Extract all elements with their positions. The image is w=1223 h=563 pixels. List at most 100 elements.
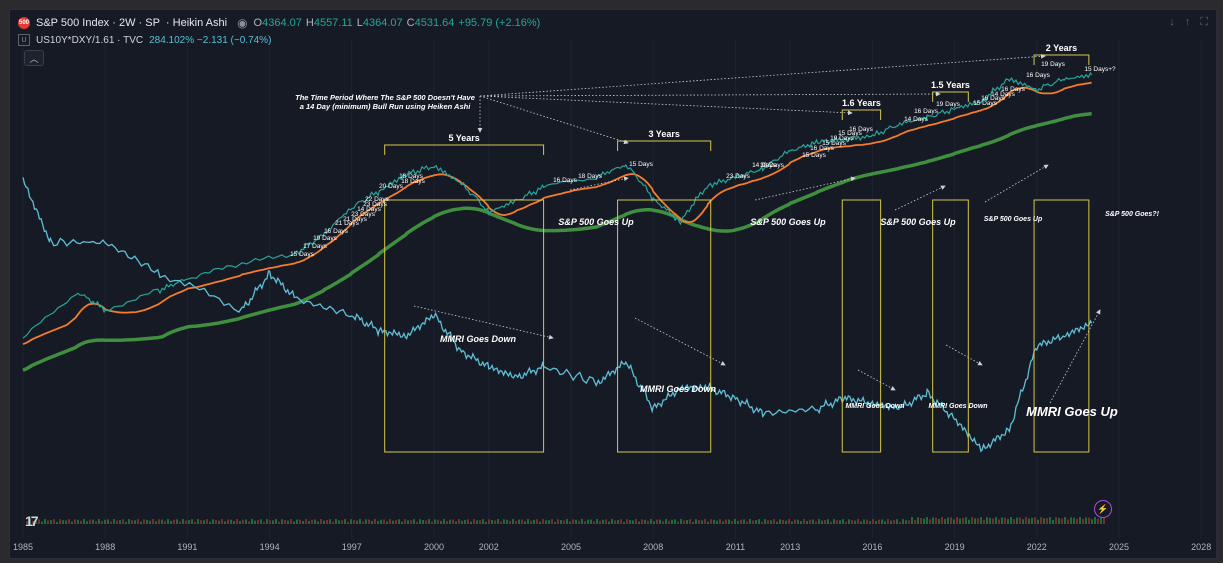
volume-bar [944, 519, 946, 524]
volume-bar [401, 521, 403, 524]
volume-bar [1016, 517, 1018, 524]
volume-bar [764, 519, 766, 524]
mmri-trend-arrow [1049, 309, 1101, 404]
indicator-title[interactable]: US10Y*DXY/1.61 · TVC [36, 34, 144, 46]
volume-bar [635, 519, 637, 524]
volume-bar [143, 519, 145, 524]
tradingview-logo[interactable]: 17 [25, 513, 39, 529]
period-bracket [932, 91, 969, 102]
volume-bar [791, 521, 793, 524]
arrow-up-icon[interactable]: ↑ [1184, 16, 1191, 28]
volume-bar [221, 519, 223, 524]
volume-bar [1028, 518, 1030, 524]
volume-bar [362, 521, 364, 524]
volume-bar [650, 519, 652, 524]
volume-bar [293, 521, 295, 524]
x-axis-tick-label: 2016 [862, 542, 882, 552]
annotation-arrow [479, 91, 941, 97]
volume-bar [851, 519, 853, 524]
day-count-label: 14 Days [991, 91, 1016, 98]
period-bracket [384, 144, 545, 155]
volume-bar [518, 519, 520, 524]
volume-bar [395, 519, 397, 524]
volume-bar [536, 519, 538, 524]
sp500-goes-label: S&P 500 Goes Up [984, 216, 1043, 223]
volume-bar [74, 519, 76, 524]
mmri-goes-label: MMRI Goes Up [1026, 404, 1118, 419]
mmri-goes-label: MMRI Goes Down [845, 403, 904, 410]
volume-bar [182, 519, 184, 524]
volume-bar [377, 521, 379, 524]
volume-bar [53, 519, 55, 524]
volume-bar [467, 519, 469, 524]
volume-bar [341, 520, 343, 524]
volume-bar [266, 519, 268, 524]
volume-bar [506, 519, 508, 524]
volume-bar [587, 519, 589, 524]
volume-bar [458, 519, 460, 524]
volume-bar [185, 520, 187, 524]
volume-bar [857, 519, 859, 524]
volume-bar [896, 519, 898, 524]
volume-bar [620, 519, 622, 524]
volume-bar [164, 521, 166, 524]
volume-bar [854, 520, 856, 524]
volume-bar [1040, 517, 1042, 524]
collapse-legend-button[interactable]: ︿ [24, 50, 44, 66]
day-count-label: 16 Days [849, 126, 874, 133]
day-count-label: 16 Days [1001, 86, 1026, 93]
eye-icon[interactable]: ◉ [237, 16, 248, 30]
ohlc-value: 4557.11 [313, 17, 353, 29]
symbol-title[interactable]: S&P 500 Index · 2W · SP [36, 17, 160, 29]
volume-bar [593, 521, 595, 524]
indicator-legend: U US10Y*DXY/1.61 · TVC 284.102% −2.131 (… [18, 34, 271, 46]
mmri-goes-label: MMRI Goes Down [928, 403, 987, 410]
volume-bar [728, 519, 730, 524]
day-count-label: 23 Days [363, 201, 388, 208]
volume-bar [359, 519, 361, 524]
volume-bar [440, 520, 442, 524]
volume-bar [614, 520, 616, 524]
volume-bar [938, 518, 940, 524]
volume-bar [884, 521, 886, 524]
period-bracket [617, 140, 712, 151]
period-label: 3 Years [648, 129, 679, 139]
volume-bar [926, 517, 928, 524]
chart-panel[interactable]: 5 Years 3 Years 1.6 Years 1.5 Years 2 Years S… [9, 9, 1217, 559]
volume-bar [455, 521, 457, 524]
volume-bar [611, 519, 613, 524]
main-legend: 500 S&P 500 Index · 2W · SP · Heikin Ash… [18, 16, 544, 30]
volume-bar [1085, 517, 1087, 524]
period-box [1033, 199, 1090, 453]
volume-bar [263, 521, 265, 524]
volume-bar [1034, 517, 1036, 524]
volume-bar [1052, 519, 1054, 524]
volume-bar [878, 519, 880, 524]
volume-bar [986, 517, 988, 524]
arrow-down-icon[interactable]: ↓ [1169, 16, 1175, 28]
volume-bar [503, 519, 505, 524]
volume-bar [329, 519, 331, 524]
volume-bar [110, 521, 112, 524]
x-axis-tick-label: 2002 [479, 542, 499, 552]
volume-bar [386, 521, 388, 524]
volume-bar [578, 520, 580, 524]
volume-bar [137, 519, 139, 524]
volume-bar [956, 517, 958, 524]
volume-bar [374, 519, 376, 524]
volume-bar [356, 520, 358, 524]
lightning-icon[interactable]: ⚡ [1094, 500, 1112, 518]
day-count-label: 16 Days [553, 177, 578, 184]
chart-canvas[interactable]: 5 Years 3 Years 1.6 Years 1.5 Years 2 Years S… [10, 10, 1216, 558]
symbol-badge[interactable]: 500 [18, 17, 30, 29]
volume-bar [770, 520, 772, 524]
volume-bar [803, 519, 805, 524]
period-label: 1.5 Years [931, 80, 970, 90]
volume-bar [809, 519, 811, 524]
volume-bar [1004, 517, 1006, 524]
fullscreen-icon[interactable]: ⛶ [1200, 16, 1208, 28]
volume-bar [446, 521, 448, 524]
volume-bar [224, 521, 226, 524]
volume-bar [347, 521, 349, 524]
volume-bar [95, 521, 97, 524]
